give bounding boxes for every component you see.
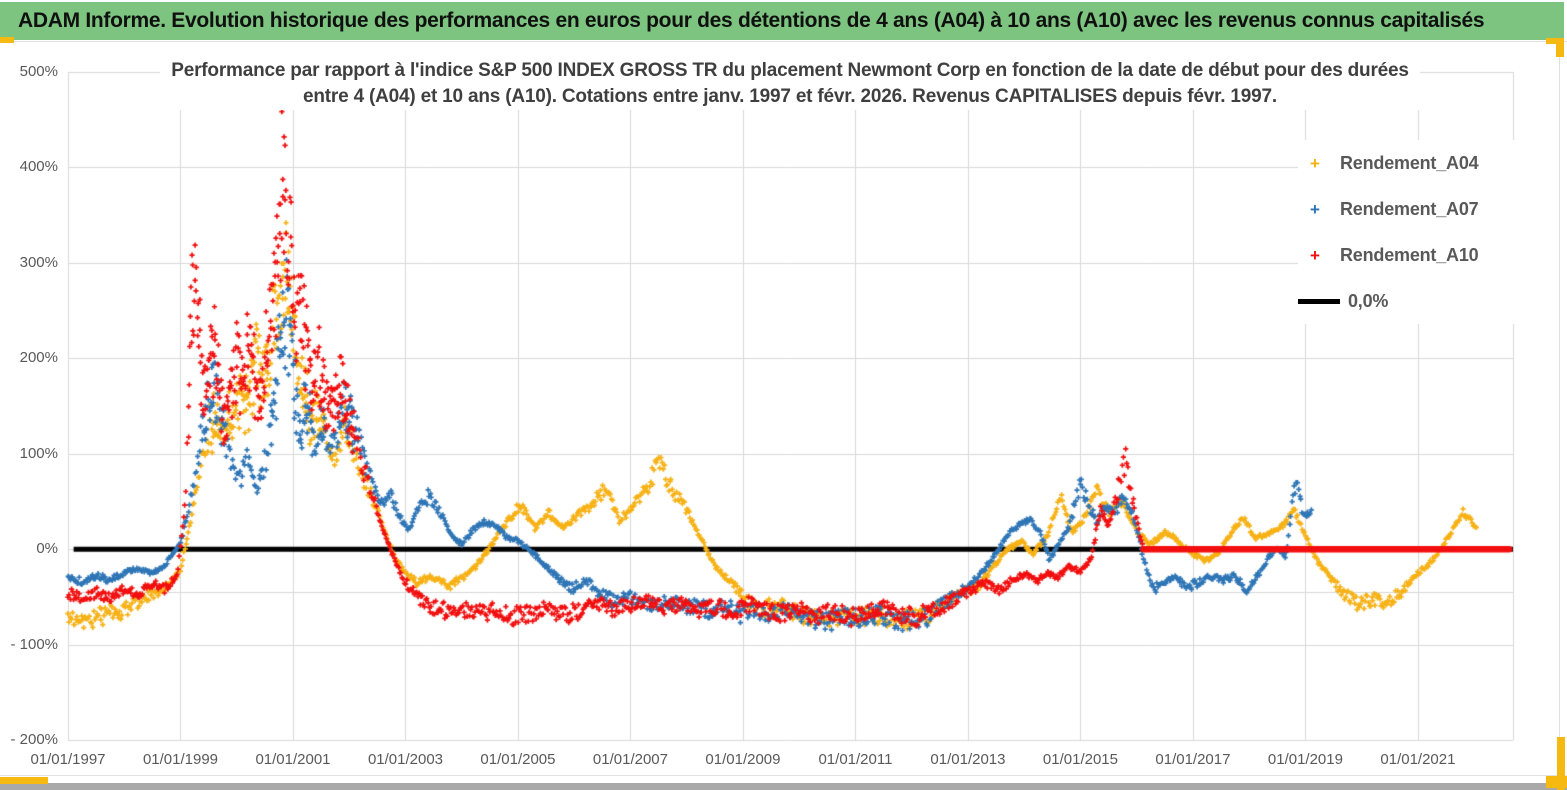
report-title: ADAM Informe. Evolution historique des p…	[18, 9, 1485, 32]
gold-accent-top-right-h	[1546, 38, 1564, 44]
y-axis-label: - 100%	[10, 635, 58, 653]
bottom-scrollbar-strip[interactable]	[0, 783, 1567, 790]
x-axis-label: 01/01/2001	[255, 751, 331, 768]
y-axis-label: 500%	[19, 63, 58, 80]
x-axis-label: 01/01/2019	[1267, 751, 1343, 768]
plus-marker-icon: +	[1310, 199, 1320, 219]
x-axis-label: 01/01/2007	[592, 751, 668, 768]
y-axis-label: 300%	[19, 253, 58, 271]
legend-label: Rendement_A10	[1340, 244, 1479, 265]
header-divider	[0, 41, 1567, 42]
gold-accent-top-left	[0, 37, 14, 43]
gold-accent-bottom-right-v	[1557, 737, 1565, 790]
chart-right-border	[1559, 55, 1560, 738]
x-axis-label: 01/01/2009	[705, 751, 781, 768]
chart-title-line2: entre 4 (A04) et 10 ans (A10). Cotations…	[303, 86, 1277, 107]
plus-marker-icon: +	[1310, 153, 1320, 173]
y-axis-label: - 200%	[10, 731, 58, 748]
legend-label: Rendement_A04	[1340, 152, 1479, 173]
chart-legend: + Rendement_A04 + Rendement_A07 + Rendem…	[1298, 140, 1528, 324]
plus-marker-icon: +	[1310, 245, 1320, 265]
gold-accent-top-right-v	[1556, 38, 1564, 57]
x-axis-label: 01/01/2005	[480, 751, 556, 768]
legend-item-rendement-a10[interactable]: + Rendement_A10	[1298, 232, 1528, 278]
x-axis-label: 01/01/2017	[1155, 751, 1231, 768]
chart-title: Performance par rapport à l'indice S&P 5…	[160, 58, 1420, 110]
x-axis-label: 01/01/2011	[818, 751, 893, 768]
y-axis-label: 200%	[19, 349, 58, 367]
gold-accent-bottom-right-h	[1546, 776, 1567, 788]
y-axis-label: 400%	[19, 158, 58, 176]
gold-accent-bottom-left	[0, 777, 48, 784]
x-axis-label: 01/01/1999	[142, 751, 219, 768]
legend-item-rendement-a07[interactable]: + Rendement_A07	[1298, 186, 1528, 232]
y-axis-label: 100%	[19, 444, 58, 462]
zero-line-icon	[1298, 298, 1340, 304]
x-axis-label: 01/01/1997	[30, 751, 106, 768]
legend-item-rendement-a04[interactable]: + Rendement_A04	[1298, 140, 1528, 186]
legend-label: 0,0%	[1348, 290, 1389, 311]
x-axis-label: 01/01/2015	[1042, 751, 1118, 768]
chart-title-line1: Performance par rapport à l'indice S&P 5…	[171, 60, 1409, 81]
x-axis-label: 01/01/2021	[1380, 751, 1456, 768]
x-axis-label: 01/01/2013	[930, 751, 1006, 768]
bottom-divider	[0, 775, 1567, 776]
legend-label: Rendement_A07	[1340, 198, 1479, 219]
legend-item-zero-line[interactable]: 0,0%	[1298, 278, 1528, 324]
y-axis-label: 0%	[36, 540, 58, 558]
x-axis-label: 01/01/2003	[367, 751, 444, 768]
report-header: ADAM Informe. Evolution historique des p…	[0, 2, 1564, 40]
